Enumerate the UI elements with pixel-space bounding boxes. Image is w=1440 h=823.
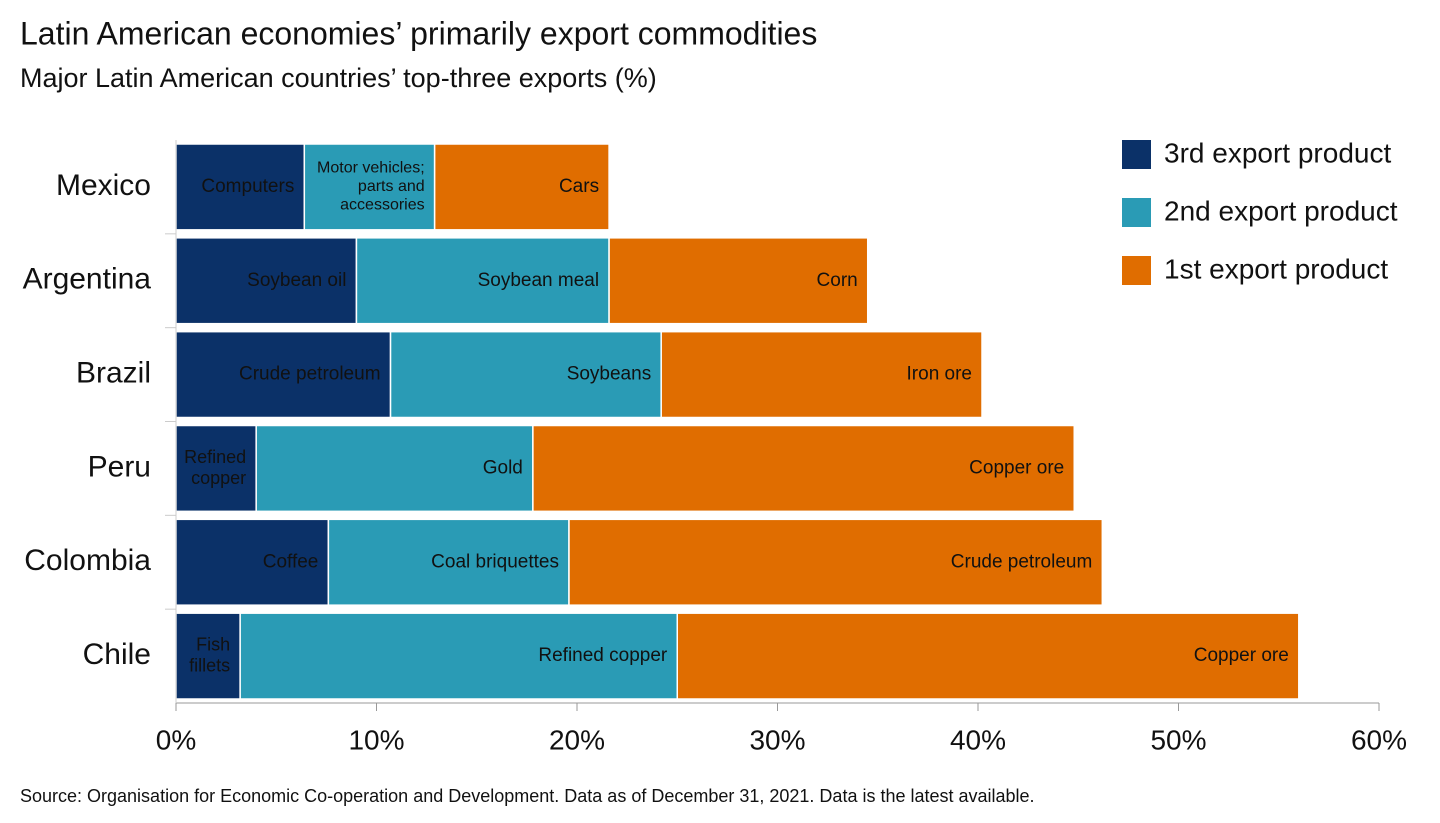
segment-label: Fish fillets bbox=[189, 634, 230, 675]
bar-segment bbox=[568, 518, 1104, 606]
bar-segment bbox=[175, 143, 306, 231]
x-tick-label: 30% bbox=[749, 724, 805, 755]
x-tick-label: 60% bbox=[1351, 724, 1407, 755]
segment-label: Soybeans bbox=[567, 364, 652, 385]
bar-segment bbox=[532, 424, 1075, 513]
bar-segment bbox=[676, 612, 1300, 700]
bar-segment bbox=[355, 237, 610, 325]
segment-label: Coffee bbox=[263, 551, 319, 572]
segment-label: Crude petroleum bbox=[239, 364, 381, 385]
segment-label: Soybean meal bbox=[478, 270, 599, 291]
segment-label: Copper ore bbox=[1194, 645, 1289, 666]
y-tick-label: Argentina bbox=[23, 263, 152, 296]
bar-segment bbox=[239, 612, 678, 700]
bar-segment bbox=[608, 237, 869, 325]
segment-label: Motor vehicles; parts and accessories bbox=[317, 160, 425, 214]
bar-segment bbox=[433, 143, 610, 231]
segment-label: Corn bbox=[817, 270, 858, 291]
bar-segment bbox=[255, 424, 534, 513]
segment-label: Soybean oil bbox=[247, 270, 346, 291]
bar-segment bbox=[303, 143, 436, 231]
chart-title: Latin American economies’ primarily expo… bbox=[20, 15, 817, 51]
segment-label: Computers bbox=[201, 176, 294, 197]
x-tick-label: 10% bbox=[348, 724, 404, 755]
legend-label: 3rd export product bbox=[1164, 137, 1391, 168]
y-tick-label: Chile bbox=[83, 638, 151, 671]
x-tick-label: 0% bbox=[156, 724, 196, 755]
segment-label: Refined copper bbox=[184, 447, 246, 488]
x-tick-label: 20% bbox=[549, 724, 605, 755]
bar-segment bbox=[175, 612, 241, 700]
bar-segment bbox=[175, 237, 358, 325]
legend-swatch bbox=[1122, 140, 1151, 169]
segment-label: Iron ore bbox=[907, 364, 972, 385]
legend-swatch bbox=[1122, 198, 1151, 227]
segment-label: Copper ore bbox=[969, 457, 1064, 478]
bar-segment bbox=[660, 330, 983, 419]
y-tick-label: Brazil bbox=[76, 357, 151, 390]
segment-label: Gold bbox=[483, 457, 523, 478]
segment-label: Crude petroleum bbox=[951, 551, 1093, 572]
x-tick-label: 40% bbox=[950, 724, 1006, 755]
y-tick-label: Colombia bbox=[24, 544, 151, 577]
segment-label: Coal briquettes bbox=[431, 551, 559, 572]
bar-segment bbox=[327, 518, 570, 606]
legend-swatch bbox=[1122, 256, 1151, 285]
y-tick-label: Mexico bbox=[56, 169, 151, 202]
y-tick-label: Peru bbox=[88, 450, 151, 483]
legend-label: 1st export product bbox=[1164, 253, 1388, 284]
x-tick-label: 50% bbox=[1150, 724, 1206, 755]
segment-label: Cars bbox=[559, 176, 599, 197]
chart-subtitle: Major Latin American countries’ top-thre… bbox=[20, 63, 657, 93]
legend-label: 2nd export product bbox=[1164, 195, 1398, 226]
segment-label: Refined copper bbox=[538, 645, 668, 666]
source-note: Source: Organisation for Economic Co-ope… bbox=[20, 786, 1035, 806]
